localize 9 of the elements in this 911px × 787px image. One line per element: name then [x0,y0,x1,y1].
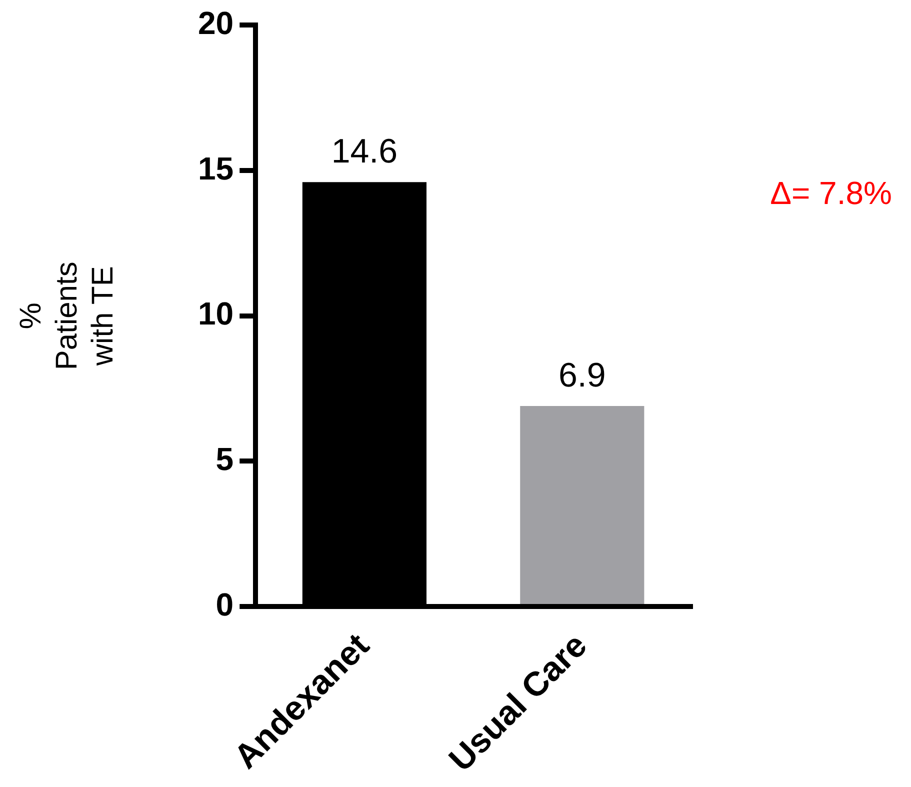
y-tick-label: 0 [216,586,234,622]
data-label: 14.6 [331,132,398,171]
y-tick-label: 15 [198,150,234,186]
y-tick-label: 20 [198,5,234,42]
data-label: 6.9 [558,356,606,394]
y-tick-label: 5 [216,441,234,478]
y-tick-label: 10 [198,296,234,332]
text: Δ= 7.8% [770,175,892,212]
y-axis-title: % Patients with TE [14,262,120,370]
